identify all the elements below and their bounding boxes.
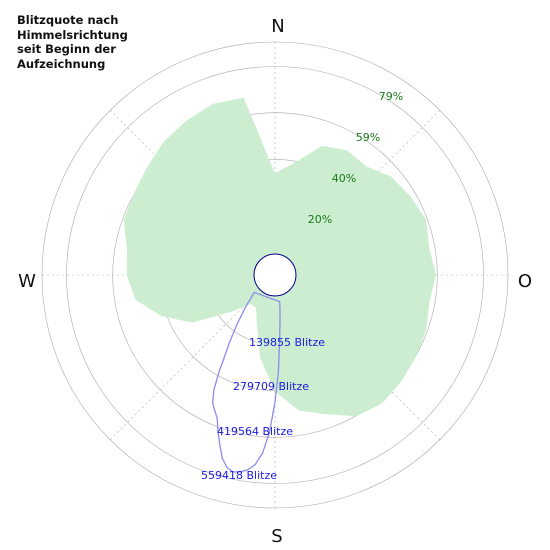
- count-tick-139855: 139855 Blitze: [249, 336, 325, 349]
- grid-spoke-225: [110, 289, 261, 440]
- chart-title: Blitzquote nach Himmelsrichtung seit Beg…: [17, 13, 177, 71]
- lightning-count-line: [211, 291, 281, 473]
- count-tick-419564: 419564 Blitze: [217, 425, 293, 438]
- count-tick-559418: 559418 Blitze: [201, 469, 277, 482]
- direction-label-o: O: [518, 271, 532, 292]
- title-line-3: seit Beginn der: [17, 42, 116, 56]
- lightning-count-series: [211, 291, 281, 473]
- percent-tick-59: 59%: [356, 131, 380, 144]
- grid-ring-4: [66, 66, 484, 484]
- title-line-1: Blitzquote nach: [17, 13, 119, 27]
- percent-tick-79: 79%: [379, 90, 403, 103]
- direction-label-n: N: [271, 16, 284, 37]
- direction-label-w: W: [18, 271, 36, 292]
- percent-tick-20: 20%: [308, 213, 332, 226]
- count-tick-279709: 279709 Blitze: [233, 380, 309, 393]
- percent-tick-40: 40%: [332, 172, 356, 185]
- axis-labels: N O S W 20% 40% 59% 79% 139855 Blitze 279709 Blit…: [18, 16, 532, 547]
- title-line-4: Aufzeichnung: [17, 56, 106, 71]
- direction-label-s: S: [271, 526, 282, 547]
- title-line-2: Himmelsrichtung: [17, 27, 128, 42]
- center-disc: [253, 253, 297, 297]
